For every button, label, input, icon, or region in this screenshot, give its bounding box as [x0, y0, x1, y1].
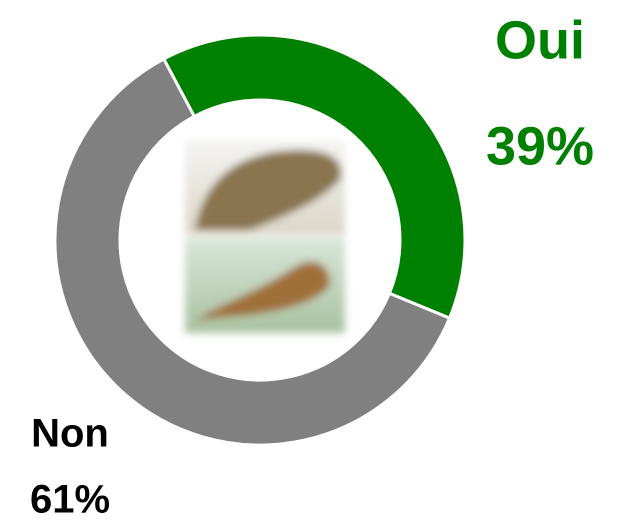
- donut-slice: [53, 56, 452, 447]
- slice-value-label: 39%: [486, 116, 594, 176]
- donut: [53, 33, 467, 447]
- center-image: [185, 140, 345, 333]
- slice-value-label: 61%: [30, 478, 110, 521]
- slice-label: Non: [31, 412, 109, 456]
- donut-slice: [161, 33, 467, 321]
- slice-label: Oui: [495, 10, 585, 70]
